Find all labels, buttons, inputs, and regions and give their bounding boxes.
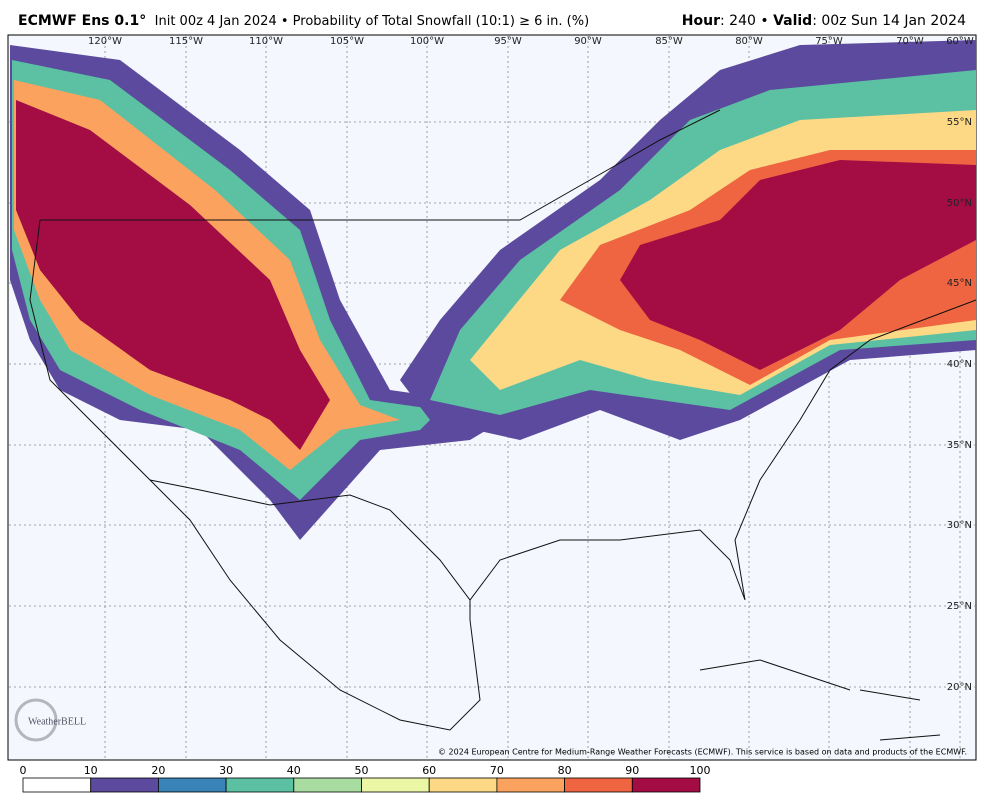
colorbar-bin xyxy=(22,777,92,793)
colorbar-bin xyxy=(496,777,565,793)
colorbar-tick-label: 90 xyxy=(625,764,639,777)
lon-label: 110°W xyxy=(249,36,283,47)
valid-text: : 00z Sun 14 Jan 2024 xyxy=(812,13,966,29)
colorbar-bin xyxy=(361,777,430,793)
colorbar-bin xyxy=(293,777,362,793)
coastlines-borders xyxy=(29,109,977,741)
hour-text: : 240 • xyxy=(720,13,773,29)
colorbar-tick-label: 100 xyxy=(690,764,711,777)
lat-label: 40°N xyxy=(947,359,972,370)
lon-label: 115°W xyxy=(169,36,203,47)
colorbar: 0 10 20 30 40 50 60 70 80 90 100 xyxy=(20,764,711,793)
logo-text: WeatherBELL xyxy=(28,716,86,727)
model-title: ECMWF Ens 0.1° xyxy=(18,13,146,29)
colorbar-bin xyxy=(564,777,633,793)
colorbar-tick-label: 40 xyxy=(287,764,301,777)
lon-label: 120°W xyxy=(88,36,122,47)
snow-west xyxy=(10,45,520,540)
lat-label: 30°N xyxy=(947,520,972,531)
lat-label: 25°N xyxy=(947,601,972,612)
colorbar-tick-label: 30 xyxy=(219,764,233,777)
logo: WeatherBELL xyxy=(14,698,86,742)
hour-label: Hour xyxy=(682,13,720,29)
colorbar-bin xyxy=(631,777,701,793)
lat-label: 50°N xyxy=(947,198,972,209)
lon-label: 85°W xyxy=(655,36,683,47)
lon-label: 75°W xyxy=(815,36,843,47)
colorbar-tick-label: 0 xyxy=(20,764,27,777)
colorbar-bin xyxy=(90,777,159,793)
colorbar-bin xyxy=(225,777,295,793)
colorbar-tick-label: 70 xyxy=(490,764,504,777)
lat-label: 45°N xyxy=(947,278,972,289)
valid-label: Valid xyxy=(773,13,812,29)
lon-label: 100°W xyxy=(410,36,444,47)
colorbar-bin xyxy=(157,777,227,793)
lon-label: 80°W xyxy=(735,36,763,47)
subtitle: Init 00z 4 Jan 2024 • Probability of Tot… xyxy=(155,14,590,29)
colorbar-tick-label: 80 xyxy=(558,764,572,777)
lon-label: 105°W xyxy=(330,36,364,47)
lat-label: 55°N xyxy=(947,117,972,128)
lon-label: 95°W xyxy=(494,36,522,47)
snow-east xyxy=(400,40,976,440)
lat-label: 35°N xyxy=(947,440,972,451)
credit: © 2024 European Centre for Medium-Range … xyxy=(438,748,967,757)
colorbar-tick-label: 50 xyxy=(355,764,369,777)
lat-label: 20°N xyxy=(947,682,972,693)
title-line: ECMWF Ens 0.1° Init 00z 4 Jan 2024 • Pro… xyxy=(18,13,589,29)
colorbar-tick-label: 60 xyxy=(422,764,436,777)
colorbar-tick-label: 10 xyxy=(84,764,98,777)
valid-line: Hour: 240 • Valid: 00z Sun 14 Jan 2024 xyxy=(682,13,966,29)
lon-label: 70°W xyxy=(896,36,924,47)
lon-label: 90°W xyxy=(574,36,602,47)
colorbar-tick-label: 20 xyxy=(151,764,165,777)
colorbar-bin xyxy=(428,777,498,793)
lon-label: 60°W xyxy=(946,36,974,47)
